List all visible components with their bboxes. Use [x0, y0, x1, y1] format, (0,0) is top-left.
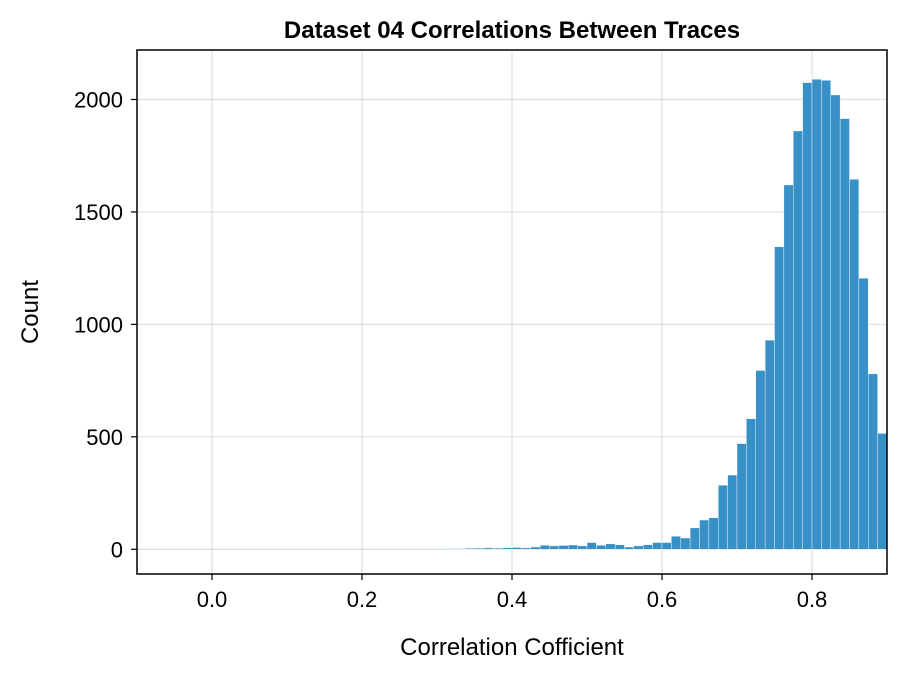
histogram-bar	[511, 547, 522, 550]
histogram-bar	[877, 433, 888, 550]
x-tick-label: 0.8	[797, 587, 828, 612]
histogram-bar	[718, 484, 728, 550]
x-tick-label: 0.2	[347, 587, 378, 612]
histogram-bar	[652, 542, 663, 550]
histogram-bar	[530, 546, 541, 550]
y-tick-label: 1500	[74, 200, 123, 225]
histogram-bar	[474, 547, 485, 550]
histogram-bar	[455, 548, 466, 550]
histogram-bar	[755, 370, 766, 550]
histogram-bar	[802, 82, 813, 550]
histogram-bar	[502, 547, 513, 550]
histogram-bar	[868, 373, 878, 550]
histogram-bar	[643, 544, 653, 550]
histogram-bar	[586, 542, 597, 550]
y-axis-label: Count	[17, 280, 44, 344]
histogram-bar	[661, 542, 672, 550]
x-axis-label: Correlation Cofficient	[400, 634, 624, 661]
y-tick-label: 1000	[74, 312, 123, 337]
histogram-bar	[746, 418, 756, 550]
y-tick-label: 2000	[74, 87, 123, 112]
histogram-bar	[568, 544, 578, 550]
histogram-bar	[596, 545, 606, 550]
histogram-bar	[764, 339, 775, 550]
histogram-bar	[483, 547, 494, 550]
histogram-bar	[811, 79, 822, 550]
histogram-bar	[605, 543, 616, 550]
histogram-bar	[633, 545, 644, 550]
histogram-bar	[849, 179, 860, 550]
y-axis-ticks: 0 500 1000 1500 2000	[74, 87, 137, 562]
x-axis-ticks: 0.0 0.2 0.4 0.6 0.8	[197, 574, 828, 612]
histogram-bar	[736, 443, 747, 550]
histogram-bar	[783, 184, 794, 550]
histogram-bar	[774, 246, 785, 550]
histogram-bar	[680, 537, 691, 550]
x-tick-label: 0.4	[497, 587, 528, 612]
chart-title: Dataset 04 Correlations Between Traces	[284, 17, 740, 44]
histogram-bar	[521, 547, 531, 550]
histogram-bar	[493, 547, 503, 550]
histogram-bar	[436, 548, 447, 550]
histogram-bar	[446, 548, 456, 550]
histogram-bar	[839, 118, 850, 550]
histogram-bar	[549, 545, 560, 550]
histogram-bars	[436, 79, 888, 550]
histogram-bar	[793, 130, 803, 550]
histogram-bar	[689, 527, 700, 550]
y-tick-label: 0	[111, 537, 123, 562]
histogram-bar	[727, 474, 738, 550]
histogram-bar	[858, 278, 869, 550]
histogram-bar	[464, 548, 475, 550]
histogram-bar	[624, 546, 635, 550]
histogram-bar	[539, 545, 550, 550]
histogram-bar	[671, 536, 681, 550]
histogram-bar	[699, 519, 710, 550]
histogram-bar	[577, 545, 588, 550]
histogram-bar	[614, 544, 625, 550]
histogram-bar	[708, 517, 719, 550]
x-tick-label: 0.6	[647, 587, 678, 612]
histogram-bar	[558, 545, 569, 550]
y-tick-label: 500	[86, 425, 123, 450]
histogram-bar	[830, 94, 841, 550]
histogram-bar	[821, 80, 831, 550]
x-tick-label: 0.0	[197, 587, 228, 612]
